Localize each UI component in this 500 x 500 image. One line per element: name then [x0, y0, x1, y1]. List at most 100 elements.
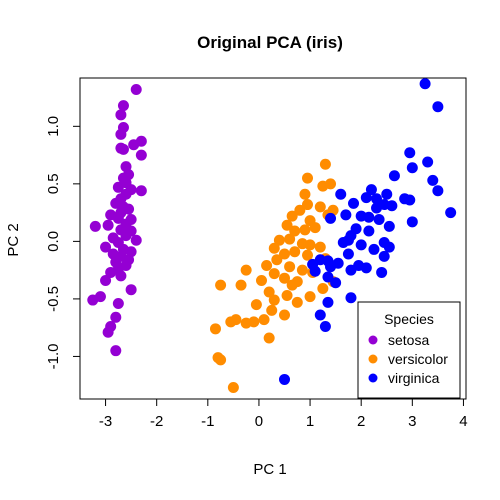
data-point-versicolor — [291, 296, 303, 308]
data-point-virginica — [406, 162, 418, 174]
data-point-versicolor — [284, 261, 296, 273]
data-point-setosa — [110, 345, 122, 357]
data-point-virginica — [342, 248, 354, 260]
legend-title: Species — [384, 311, 434, 327]
data-point-versicolor — [281, 289, 293, 301]
data-point-setosa — [112, 181, 124, 193]
data-point-setosa — [112, 212, 124, 224]
data-point-versicolor — [240, 317, 252, 329]
data-point-virginica — [279, 373, 291, 385]
data-point-virginica — [422, 156, 434, 168]
data-point-setosa — [102, 219, 114, 231]
x-tick-label: 1 — [306, 413, 314, 430]
data-point-versicolor — [266, 304, 278, 316]
data-point-virginica — [368, 243, 380, 255]
data-point-versicolor — [263, 332, 275, 344]
data-point-versicolor — [258, 314, 270, 326]
data-point-versicolor — [304, 239, 316, 251]
y-tick-label: -1.0 — [45, 344, 62, 370]
data-point-virginica — [371, 193, 383, 205]
data-point-versicolor — [299, 224, 311, 236]
data-point-virginica — [325, 212, 337, 224]
data-point-setosa — [105, 266, 117, 278]
data-point-versicolor — [302, 172, 314, 184]
legend-marker-virginica — [368, 373, 378, 383]
data-point-virginica — [383, 241, 395, 253]
data-point-setosa — [89, 220, 101, 232]
data-point-setosa — [115, 109, 127, 121]
legend-label-setosa: setosa — [388, 332, 429, 348]
data-point-virginica — [360, 192, 372, 204]
data-point-setosa — [117, 100, 129, 112]
data-point-virginica — [363, 225, 375, 237]
data-point-setosa — [135, 149, 147, 161]
data-point-versicolor — [225, 316, 237, 328]
data-point-versicolor — [317, 180, 329, 192]
data-point-virginica — [406, 216, 418, 228]
data-point-versicolor — [289, 246, 301, 258]
data-point-versicolor — [255, 274, 267, 286]
data-point-virginica — [445, 207, 457, 219]
data-point-virginica — [381, 188, 393, 200]
legend-label-virginica: virginica — [388, 370, 440, 386]
data-point-setosa — [100, 274, 112, 286]
data-point-virginica — [345, 292, 357, 304]
data-point-versicolor — [263, 286, 275, 298]
data-point-virginica — [322, 271, 334, 283]
data-point-versicolor — [268, 294, 280, 306]
y-tick-label: 0.0 — [45, 231, 62, 252]
data-point-setosa — [128, 139, 140, 151]
data-point-versicolor — [215, 279, 227, 291]
data-point-versicolor — [284, 233, 296, 245]
data-point-versicolor — [227, 381, 239, 393]
y-tick-label: 1.0 — [45, 116, 62, 137]
data-point-virginica — [322, 296, 334, 308]
data-point-virginica — [330, 277, 342, 289]
data-point-virginica — [371, 202, 383, 214]
data-point-setosa — [112, 298, 124, 310]
data-point-virginica — [365, 184, 377, 196]
data-point-versicolor — [304, 291, 316, 303]
data-point-versicolor — [268, 268, 280, 280]
data-point-versicolor — [309, 222, 321, 234]
data-point-setosa — [87, 294, 99, 306]
data-point-setosa — [125, 284, 137, 296]
legend: Species setosa versicolor virginica — [357, 301, 461, 399]
x-tick-label: 2 — [357, 413, 365, 430]
plot-frame — [79, 77, 467, 400]
data-point-versicolor — [302, 249, 314, 261]
data-point-versicolor — [209, 323, 221, 335]
data-point-versicolor — [240, 264, 252, 276]
data-point-versicolor — [279, 272, 291, 284]
data-point-setosa — [100, 241, 112, 253]
data-point-versicolor — [286, 279, 298, 291]
data-point-setosa — [115, 270, 127, 282]
data-point-versicolor — [281, 219, 293, 231]
data-point-virginica — [309, 265, 321, 277]
data-point-virginica — [335, 188, 347, 200]
legend-marker-versicolor — [368, 354, 378, 364]
data-point-virginica — [432, 185, 444, 197]
data-point-versicolor — [215, 354, 227, 366]
data-points — [87, 78, 457, 393]
data-point-versicolor — [314, 241, 326, 253]
x-tick-label: -3 — [99, 413, 112, 430]
data-point-versicolor — [268, 242, 280, 254]
data-point-virginica — [363, 211, 375, 223]
data-point-setosa — [115, 128, 127, 140]
data-point-virginica — [383, 220, 395, 232]
data-point-virginica — [319, 321, 331, 333]
data-point-virginica — [340, 209, 352, 221]
data-point-virginica — [337, 237, 349, 249]
data-point-setosa — [117, 143, 129, 155]
data-point-versicolor — [235, 279, 247, 291]
data-point-virginica — [419, 78, 431, 90]
data-point-versicolor — [289, 225, 301, 237]
data-point-setosa — [135, 185, 147, 197]
data-point-setosa — [130, 234, 142, 246]
x-axis-label: PC 1 — [253, 461, 286, 478]
data-point-versicolor — [261, 260, 273, 272]
y-tick-label: 0.5 — [45, 173, 62, 194]
data-point-setosa — [130, 84, 142, 96]
